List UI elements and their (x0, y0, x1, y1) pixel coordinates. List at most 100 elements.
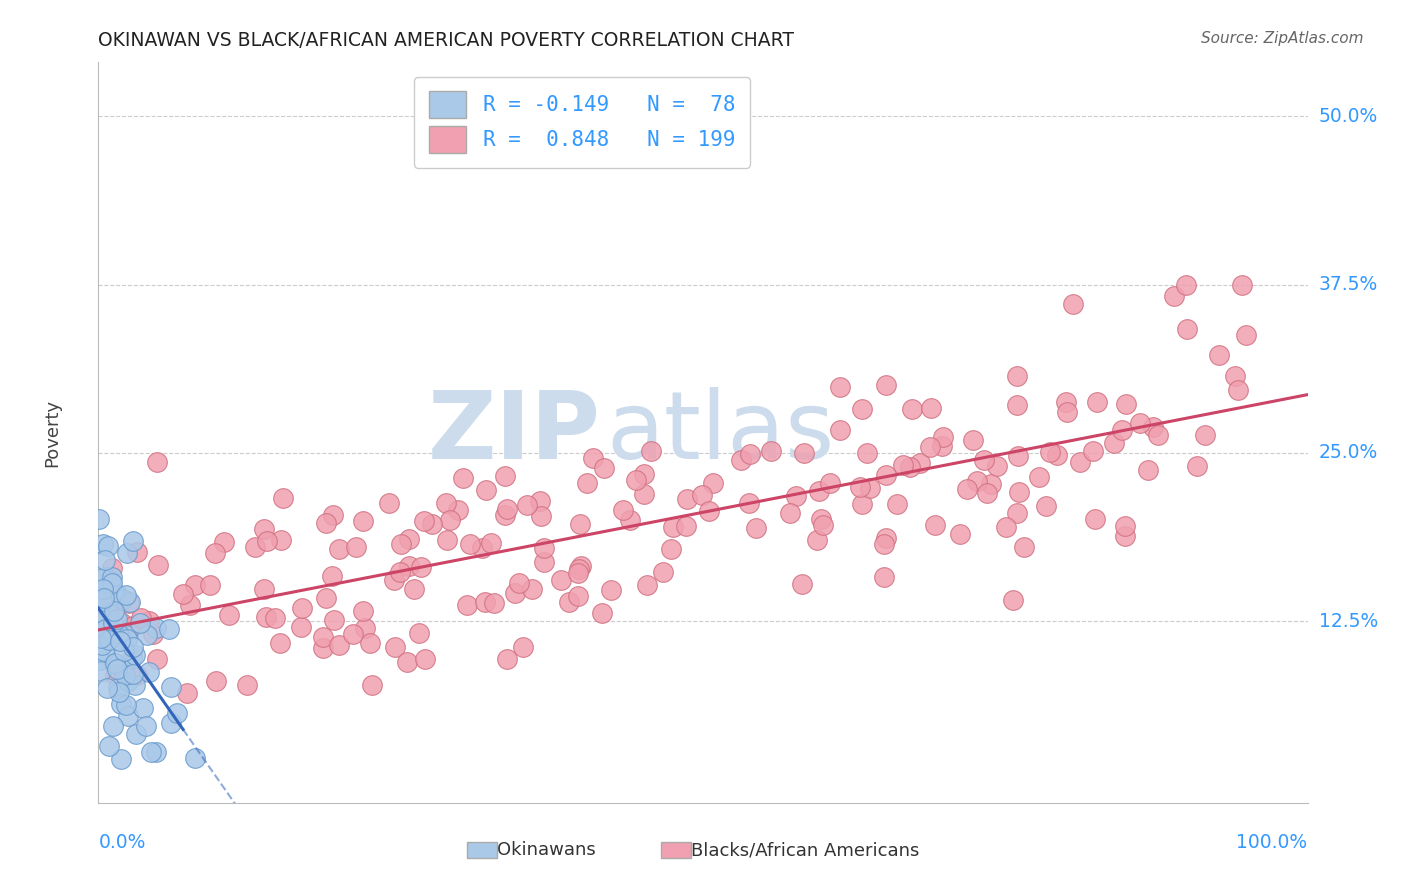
Point (101, 570, 124, 584)
Point (121, 667, 143, 681)
Point (110, 634, 132, 648)
Point (980, 477, 1002, 491)
Point (898, 459, 921, 474)
Point (567, 566, 589, 580)
Point (91, 615, 114, 630)
Point (446, 502, 468, 516)
Point (166, 706, 188, 720)
Point (593, 461, 616, 475)
Point (312, 641, 335, 656)
Point (986, 458, 1008, 473)
Point (633, 467, 655, 481)
Point (1114, 519, 1136, 533)
Point (873, 537, 896, 551)
Point (398, 533, 420, 547)
Text: 37.5%: 37.5% (1319, 275, 1378, 294)
Point (1062, 297, 1084, 311)
Point (111, 660, 134, 674)
Point (322, 508, 344, 523)
Point (212, 535, 235, 549)
Point (1035, 499, 1057, 513)
Point (503, 586, 526, 600)
Point (112, 644, 135, 658)
Point (352, 604, 374, 618)
Point (132, 701, 155, 715)
Point (384, 640, 406, 655)
Point (1008, 484, 1031, 499)
Point (100, 574, 122, 588)
Point (994, 520, 1017, 534)
Point (1083, 444, 1105, 458)
Point (128, 616, 150, 631)
Point (96, 622, 118, 636)
Point (270, 533, 292, 548)
Point (920, 440, 942, 454)
Point (475, 483, 498, 498)
Point (110, 632, 132, 646)
Point (322, 613, 344, 627)
Point (269, 635, 291, 649)
Point (855, 446, 877, 460)
Point (512, 640, 534, 654)
Point (494, 468, 516, 483)
Point (91, 638, 114, 652)
Point (453, 471, 475, 485)
Point (117, 674, 139, 689)
Point (115, 698, 138, 712)
Point (398, 559, 420, 574)
Point (1002, 592, 1025, 607)
Point (328, 638, 350, 652)
Point (496, 652, 519, 666)
Point (245, 540, 267, 554)
Point (530, 508, 553, 523)
Point (104, 656, 127, 670)
Point (568, 562, 591, 576)
Point (382, 573, 405, 587)
Point (1163, 289, 1185, 303)
Point (808, 483, 831, 498)
Point (115, 632, 138, 646)
Point (105, 587, 128, 601)
Point (849, 480, 872, 494)
Point (101, 615, 124, 630)
Point (636, 578, 658, 592)
Point (94, 570, 117, 584)
Point (494, 508, 516, 523)
Text: OKINAWAN VS BLACK/AFRICAN AMERICAN POVERTY CORRELATION CHART: OKINAWAN VS BLACK/AFRICAN AMERICAN POVER… (98, 31, 794, 50)
Point (389, 565, 412, 579)
Point (456, 598, 478, 612)
Point (599, 583, 621, 598)
Point (576, 476, 599, 491)
Point (1005, 398, 1028, 412)
Point (633, 486, 655, 500)
Point (1012, 540, 1035, 554)
Point (408, 625, 430, 640)
Point (1084, 512, 1107, 526)
Point (110, 697, 132, 711)
Point (558, 594, 581, 608)
Point (124, 678, 146, 692)
Point (785, 489, 807, 503)
Point (811, 517, 834, 532)
Point (779, 506, 801, 520)
Point (1111, 423, 1133, 437)
Point (145, 651, 167, 665)
Point (1175, 321, 1198, 335)
Point (105, 662, 128, 676)
Point (851, 402, 873, 417)
Point (160, 716, 183, 731)
Point (97, 633, 120, 648)
Point (138, 665, 160, 680)
Point (100, 561, 122, 575)
Point (872, 570, 894, 584)
Point (273, 491, 295, 505)
Point (651, 565, 673, 579)
Point (1069, 455, 1091, 469)
Text: Blacks/African Americans: Blacks/African Americans (690, 841, 920, 859)
Point (93, 591, 115, 605)
Point (792, 576, 814, 591)
Point (675, 519, 697, 533)
Point (127, 545, 149, 559)
Point (254, 610, 277, 624)
Point (1007, 506, 1029, 520)
